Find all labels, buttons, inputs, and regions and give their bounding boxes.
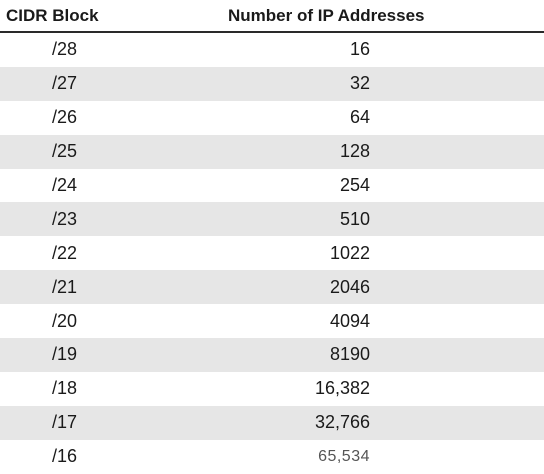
- header-number-of-ip-addresses: Number of IP Addresses: [228, 5, 425, 25]
- cidr-cell: /22: [52, 242, 78, 263]
- ip-count-cell: 1022: [329, 242, 370, 263]
- ip-count-cell: 16: [349, 39, 370, 60]
- cidr-cell: /18: [52, 378, 78, 399]
- table-row: /18 16,382: [0, 371, 544, 406]
- table-row: /24 254: [0, 168, 544, 203]
- ip-count-cell: 16,382: [314, 378, 370, 399]
- ip-count-cell: 128: [339, 141, 370, 162]
- cidr-cell: /21: [52, 276, 78, 297]
- cidr-cell: /17: [52, 412, 78, 433]
- cidr-cell: /19: [52, 344, 78, 365]
- table-header: CIDR Block Number of IP Addresses: [0, 0, 544, 33]
- cidr-cell: /26: [52, 107, 78, 128]
- ip-count-cell: 32: [349, 73, 370, 94]
- cidr-cell: /28: [52, 39, 78, 60]
- header-cidr-block: CIDR Block: [6, 5, 99, 25]
- cidr-cell: /24: [52, 175, 78, 195]
- table-row: /22 1022: [0, 236, 544, 271]
- table-row: /16 65,534: [0, 439, 544, 474]
- ip-count-cell: 510: [339, 208, 370, 229]
- ip-count-cell: 2046: [329, 276, 370, 297]
- table-row: /28 16: [0, 33, 544, 67]
- table-row: /17 32,766: [0, 405, 544, 440]
- table-row: /25 128: [0, 134, 544, 169]
- ip-count-cell: 254: [339, 175, 370, 195]
- table-row: /20 4094: [0, 304, 544, 339]
- table-row: /19 8190: [0, 338, 544, 372]
- cidr-cell: /20: [52, 310, 78, 331]
- table-row: /21 2046: [0, 270, 544, 305]
- table-row: /27 32: [0, 66, 544, 101]
- cidr-cell: /27: [52, 73, 78, 94]
- ip-count-cell: 8190: [329, 344, 370, 365]
- cidr-cell: /23: [52, 208, 78, 229]
- ip-count-cell: 64: [349, 107, 370, 128]
- cidr-cell: /16: [52, 446, 78, 467]
- ip-count-cell: 65,534: [318, 447, 370, 465]
- cidr-cell: /25: [52, 141, 78, 162]
- table-row: /23 510: [0, 202, 544, 237]
- table-row: /26 64: [0, 100, 544, 135]
- ip-count-cell: 4094: [329, 310, 370, 331]
- ip-count-cell: 32,766: [314, 412, 370, 433]
